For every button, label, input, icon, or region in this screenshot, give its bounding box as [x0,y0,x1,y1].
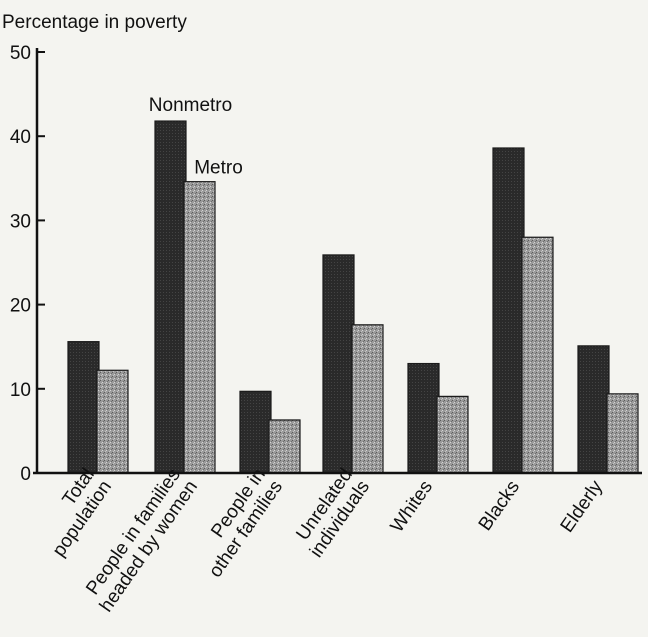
bar-metro-2 [183,181,216,474]
x-tick-label: Unrelatedindividuals [289,465,374,562]
x-tick-label-line: Elderly [557,476,608,536]
bar-metro-6 [521,236,554,474]
bar-metro-5 [436,395,469,474]
bar-metro-7 [606,393,639,474]
bar-nonmetro-2 [154,120,187,474]
series-label-metro: Metro [194,158,243,179]
x-tick-label: Elderly [557,476,608,536]
series-labels: Nonmetro Metro [149,95,243,179]
y-tick-label: 50 [10,43,31,64]
bar-nonmetro-6 [492,147,525,474]
bar-nonmetro-4 [322,254,355,474]
x-tick-label: Blacks [475,477,524,535]
bar-nonmetro-1 [67,341,100,474]
series-label-nonmetro: Nonmetro [149,95,232,116]
x-tick-label: Whites [387,477,438,537]
x-tick-label-line: Whites [387,477,438,537]
bar-nonmetro-7 [577,345,610,474]
y-tick-label: 0 [20,464,31,485]
bar-nonmetro-5 [407,362,440,474]
bar-metro-4 [351,324,384,474]
bar-nonmetro-3 [239,390,272,474]
y-tick-label: 10 [10,380,31,401]
y-tick-label: 40 [10,127,31,148]
y-tick-label: 20 [10,296,31,317]
x-tick-label: Totalpopulation [31,465,116,561]
y-tick-label: 30 [10,211,31,232]
y-axis: 0 10 20 30 40 50 [10,43,642,485]
x-tick-label: People inother families [188,465,287,582]
y-axis-title: Percentage in poverty [2,12,187,33]
bar-metro-1 [96,369,129,474]
bar-metro-3 [268,419,301,474]
x-tick-label-line: Blacks [475,477,524,535]
bars [67,120,639,474]
